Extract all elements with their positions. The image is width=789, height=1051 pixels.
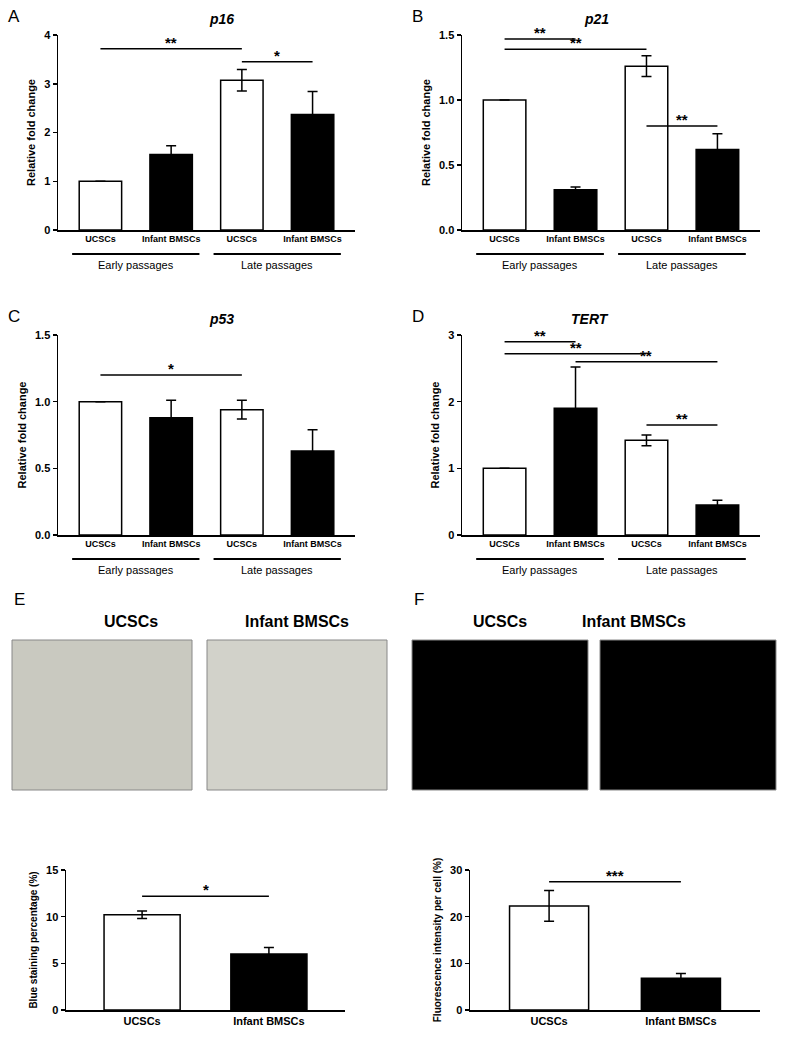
svg-text:0.0: 0.0 (439, 224, 454, 236)
svg-text:UCSCs: UCSCs (489, 234, 520, 244)
svg-text:TERT: TERT (571, 311, 609, 327)
svg-text:10: 10 (46, 911, 58, 923)
svg-text:0.0: 0.0 (35, 529, 50, 541)
svg-text:**: ** (570, 34, 582, 51)
svg-text:C: C (8, 307, 20, 326)
svg-text:**: ** (676, 410, 688, 427)
svg-text:UCSCs: UCSCs (227, 234, 258, 244)
svg-text:Infant BMSCs: Infant BMSCs (142, 234, 201, 244)
svg-text:*: * (168, 360, 174, 377)
svg-text:Late passages: Late passages (646, 564, 718, 576)
svg-text:0: 0 (456, 1004, 462, 1016)
svg-text:UCSCs: UCSCs (489, 539, 520, 549)
svg-text:Early passages: Early passages (502, 259, 578, 271)
svg-text:Late passages: Late passages (646, 259, 718, 271)
svg-text:Late passages: Late passages (241, 259, 313, 271)
svg-text:*: * (203, 881, 209, 898)
svg-text:5: 5 (52, 957, 58, 969)
svg-text:F: F (414, 590, 424, 609)
svg-text:0.5: 0.5 (35, 462, 50, 474)
svg-text:Relative fold change: Relative fold change (16, 382, 28, 489)
svg-text:p21: p21 (584, 11, 609, 27)
svg-text:3: 3 (44, 78, 50, 90)
svg-text:UCSCs: UCSCs (473, 613, 527, 630)
svg-text:**: ** (534, 24, 546, 41)
svg-text:Early passages: Early passages (502, 564, 578, 576)
svg-text:Infant BMSCs: Infant BMSCs (645, 1015, 717, 1027)
svg-text:0: 0 (52, 1004, 58, 1016)
svg-text:30: 30 (450, 864, 462, 876)
svg-text:E: E (14, 590, 25, 609)
svg-text:1: 1 (448, 462, 454, 474)
svg-text:Fluorescence intensity per cel: Fluorescence intensity per cell (%) (432, 858, 443, 1023)
svg-text:**: ** (534, 327, 546, 344)
svg-text:B: B (412, 7, 423, 26)
svg-text:A: A (8, 7, 20, 26)
svg-text:Infant BMSCs: Infant BMSCs (245, 613, 349, 630)
svg-text:**: ** (676, 111, 688, 128)
svg-text:UCSCs: UCSCs (123, 1015, 160, 1027)
svg-text:Blue staining percentage (%): Blue staining percentage (%) (28, 871, 39, 1008)
svg-text:p16: p16 (209, 11, 234, 27)
svg-text:UCSCs: UCSCs (227, 539, 258, 549)
svg-text:Early passages: Early passages (98, 259, 174, 271)
svg-text:Infant BMSCs: Infant BMSCs (546, 234, 605, 244)
svg-text:1.5: 1.5 (439, 29, 454, 41)
svg-text:Infant BMSCs: Infant BMSCs (688, 234, 747, 244)
svg-text:*: * (274, 47, 280, 64)
svg-text:10: 10 (450, 957, 462, 969)
svg-text:1.0: 1.0 (439, 94, 454, 106)
svg-text:Infant BMSCs: Infant BMSCs (688, 539, 747, 549)
svg-text:20: 20 (450, 911, 462, 923)
svg-text:3: 3 (448, 329, 454, 341)
svg-text:0.5: 0.5 (439, 159, 454, 171)
svg-text:2: 2 (448, 396, 454, 408)
svg-text:1.5: 1.5 (35, 329, 50, 341)
svg-text:**: ** (570, 339, 582, 356)
svg-text:Relative fold change: Relative fold change (420, 79, 432, 186)
svg-text:Late passages: Late passages (241, 564, 313, 576)
svg-text:0: 0 (448, 529, 454, 541)
svg-text:p53: p53 (209, 311, 234, 327)
svg-text:1: 1 (44, 175, 50, 187)
svg-text:Infant BMSCs: Infant BMSCs (283, 234, 342, 244)
svg-text:Early passages: Early passages (98, 564, 174, 576)
svg-text:1.0: 1.0 (35, 396, 50, 408)
svg-text:UCSCs: UCSCs (85, 234, 116, 244)
svg-text:15: 15 (46, 864, 58, 876)
svg-text:UCSCs: UCSCs (631, 539, 662, 549)
svg-text:Relative fold change: Relative fold change (429, 382, 441, 489)
svg-text:4: 4 (44, 29, 51, 41)
svg-text:Infant BMSCs: Infant BMSCs (283, 539, 342, 549)
svg-text:***: *** (606, 867, 624, 884)
svg-text:UCSCs: UCSCs (631, 234, 662, 244)
svg-text:**: ** (165, 34, 177, 51)
svg-text:**: ** (640, 347, 652, 364)
svg-text:0: 0 (44, 224, 50, 236)
svg-text:UCSCs: UCSCs (104, 613, 158, 630)
svg-text:Infant BMSCs: Infant BMSCs (582, 613, 686, 630)
svg-text:UCSCs: UCSCs (85, 539, 116, 549)
svg-text:Infant BMSCs: Infant BMSCs (233, 1015, 305, 1027)
svg-text:Infant BMSCs: Infant BMSCs (142, 539, 201, 549)
svg-text:Infant BMSCs: Infant BMSCs (546, 539, 605, 549)
svg-text:UCSCs: UCSCs (530, 1015, 567, 1027)
svg-text:2: 2 (44, 126, 50, 138)
svg-text:Relative fold change: Relative fold change (25, 79, 37, 186)
svg-text:D: D (412, 307, 424, 326)
